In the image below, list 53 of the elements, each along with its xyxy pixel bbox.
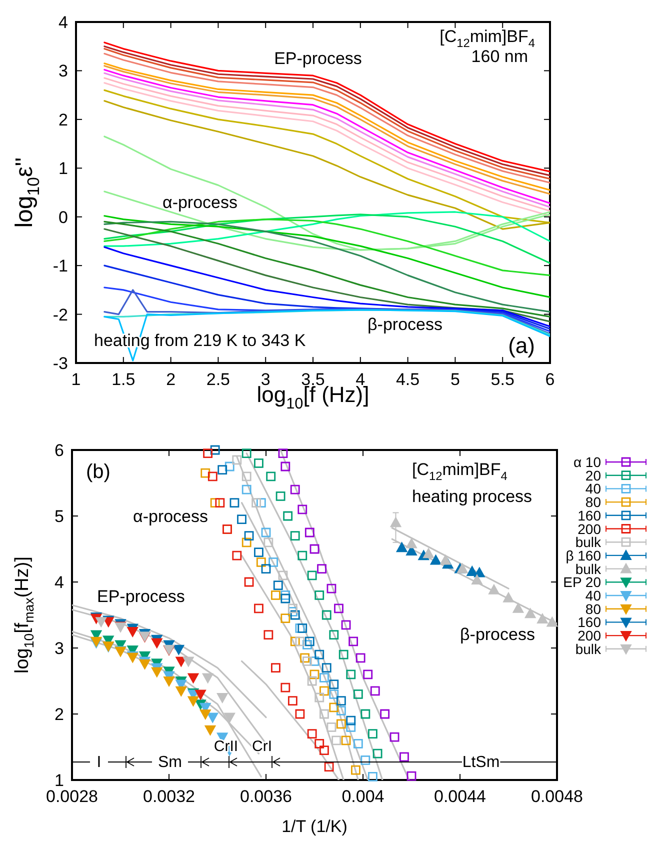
y-tick-label: 1 bbox=[54, 771, 64, 790]
x-tick-label: 4.5 bbox=[396, 370, 420, 389]
x-axis-title: 1/T (1/K) bbox=[282, 817, 348, 836]
x-tick-label: 0.0028 bbox=[46, 787, 98, 806]
y-tick-label: 3 bbox=[58, 62, 68, 81]
annotation: α-process bbox=[162, 193, 238, 212]
annotation: (a) bbox=[508, 333, 535, 358]
legend-label: 160 bbox=[578, 614, 602, 630]
y-tick-label: 4 bbox=[54, 573, 64, 592]
legend-label: 80 bbox=[585, 600, 602, 617]
y-tick-label: -3 bbox=[52, 354, 68, 373]
annotation: β-process bbox=[460, 625, 535, 644]
annotation: EP-process bbox=[97, 587, 185, 606]
x-tick-label: 6 bbox=[545, 370, 555, 389]
x-tick-label: 0.0044 bbox=[434, 787, 486, 806]
annotation: α-process bbox=[133, 507, 208, 526]
legend-label: 40 bbox=[585, 588, 602, 604]
y-tick-label: 5 bbox=[54, 507, 64, 526]
annotation: CrI bbox=[252, 738, 272, 755]
annotation: [C$_{12}$mim]BF$_{4}$ bbox=[412, 460, 508, 484]
legend-label: 20 bbox=[585, 467, 602, 484]
x-tick-label: 1 bbox=[71, 370, 81, 389]
y-tick-label: 0 bbox=[58, 208, 68, 227]
legend-label: bulk bbox=[575, 560, 602, 577]
annotation: β-process bbox=[368, 315, 442, 334]
x-tick-label: 5 bbox=[450, 370, 460, 389]
y-tick-label: 3 bbox=[54, 639, 64, 658]
y-tick-label: -1 bbox=[52, 256, 68, 276]
x-tick-label: 1.5 bbox=[112, 370, 136, 389]
y-tick-label: 6 bbox=[54, 441, 64, 460]
annotation: (b) bbox=[86, 461, 110, 483]
annotation: LtSm bbox=[462, 754, 500, 771]
annotation: EP-process bbox=[274, 49, 362, 68]
x-tick-label: 0.0048 bbox=[531, 787, 583, 806]
annotation: I bbox=[96, 754, 102, 771]
x-tick-label: 0.0032 bbox=[143, 787, 195, 806]
x-tick-label: 0.0036 bbox=[240, 787, 292, 806]
y-tick-label: 2 bbox=[54, 705, 64, 724]
y-tick-label: 1 bbox=[58, 159, 68, 178]
annotation: heating process bbox=[412, 487, 532, 506]
legend-label: α 10 bbox=[573, 454, 602, 470]
x-tick-label: 5.5 bbox=[490, 370, 514, 389]
y-tick-label: -2 bbox=[52, 305, 68, 324]
y-tick-label: 2 bbox=[58, 110, 68, 130]
x-tick-label: 0.004 bbox=[342, 787, 384, 806]
annotation: Sm bbox=[158, 754, 182, 771]
y-tick-label: 4 bbox=[58, 13, 68, 32]
legend-label: EP 20 bbox=[563, 574, 602, 590]
legend-label: 200 bbox=[578, 520, 602, 537]
annotation: CrII bbox=[214, 738, 238, 755]
x-tick-label: 2.5 bbox=[206, 370, 230, 389]
legend-label: 40 bbox=[585, 480, 602, 497]
x-tick-label: 2 bbox=[166, 370, 176, 389]
